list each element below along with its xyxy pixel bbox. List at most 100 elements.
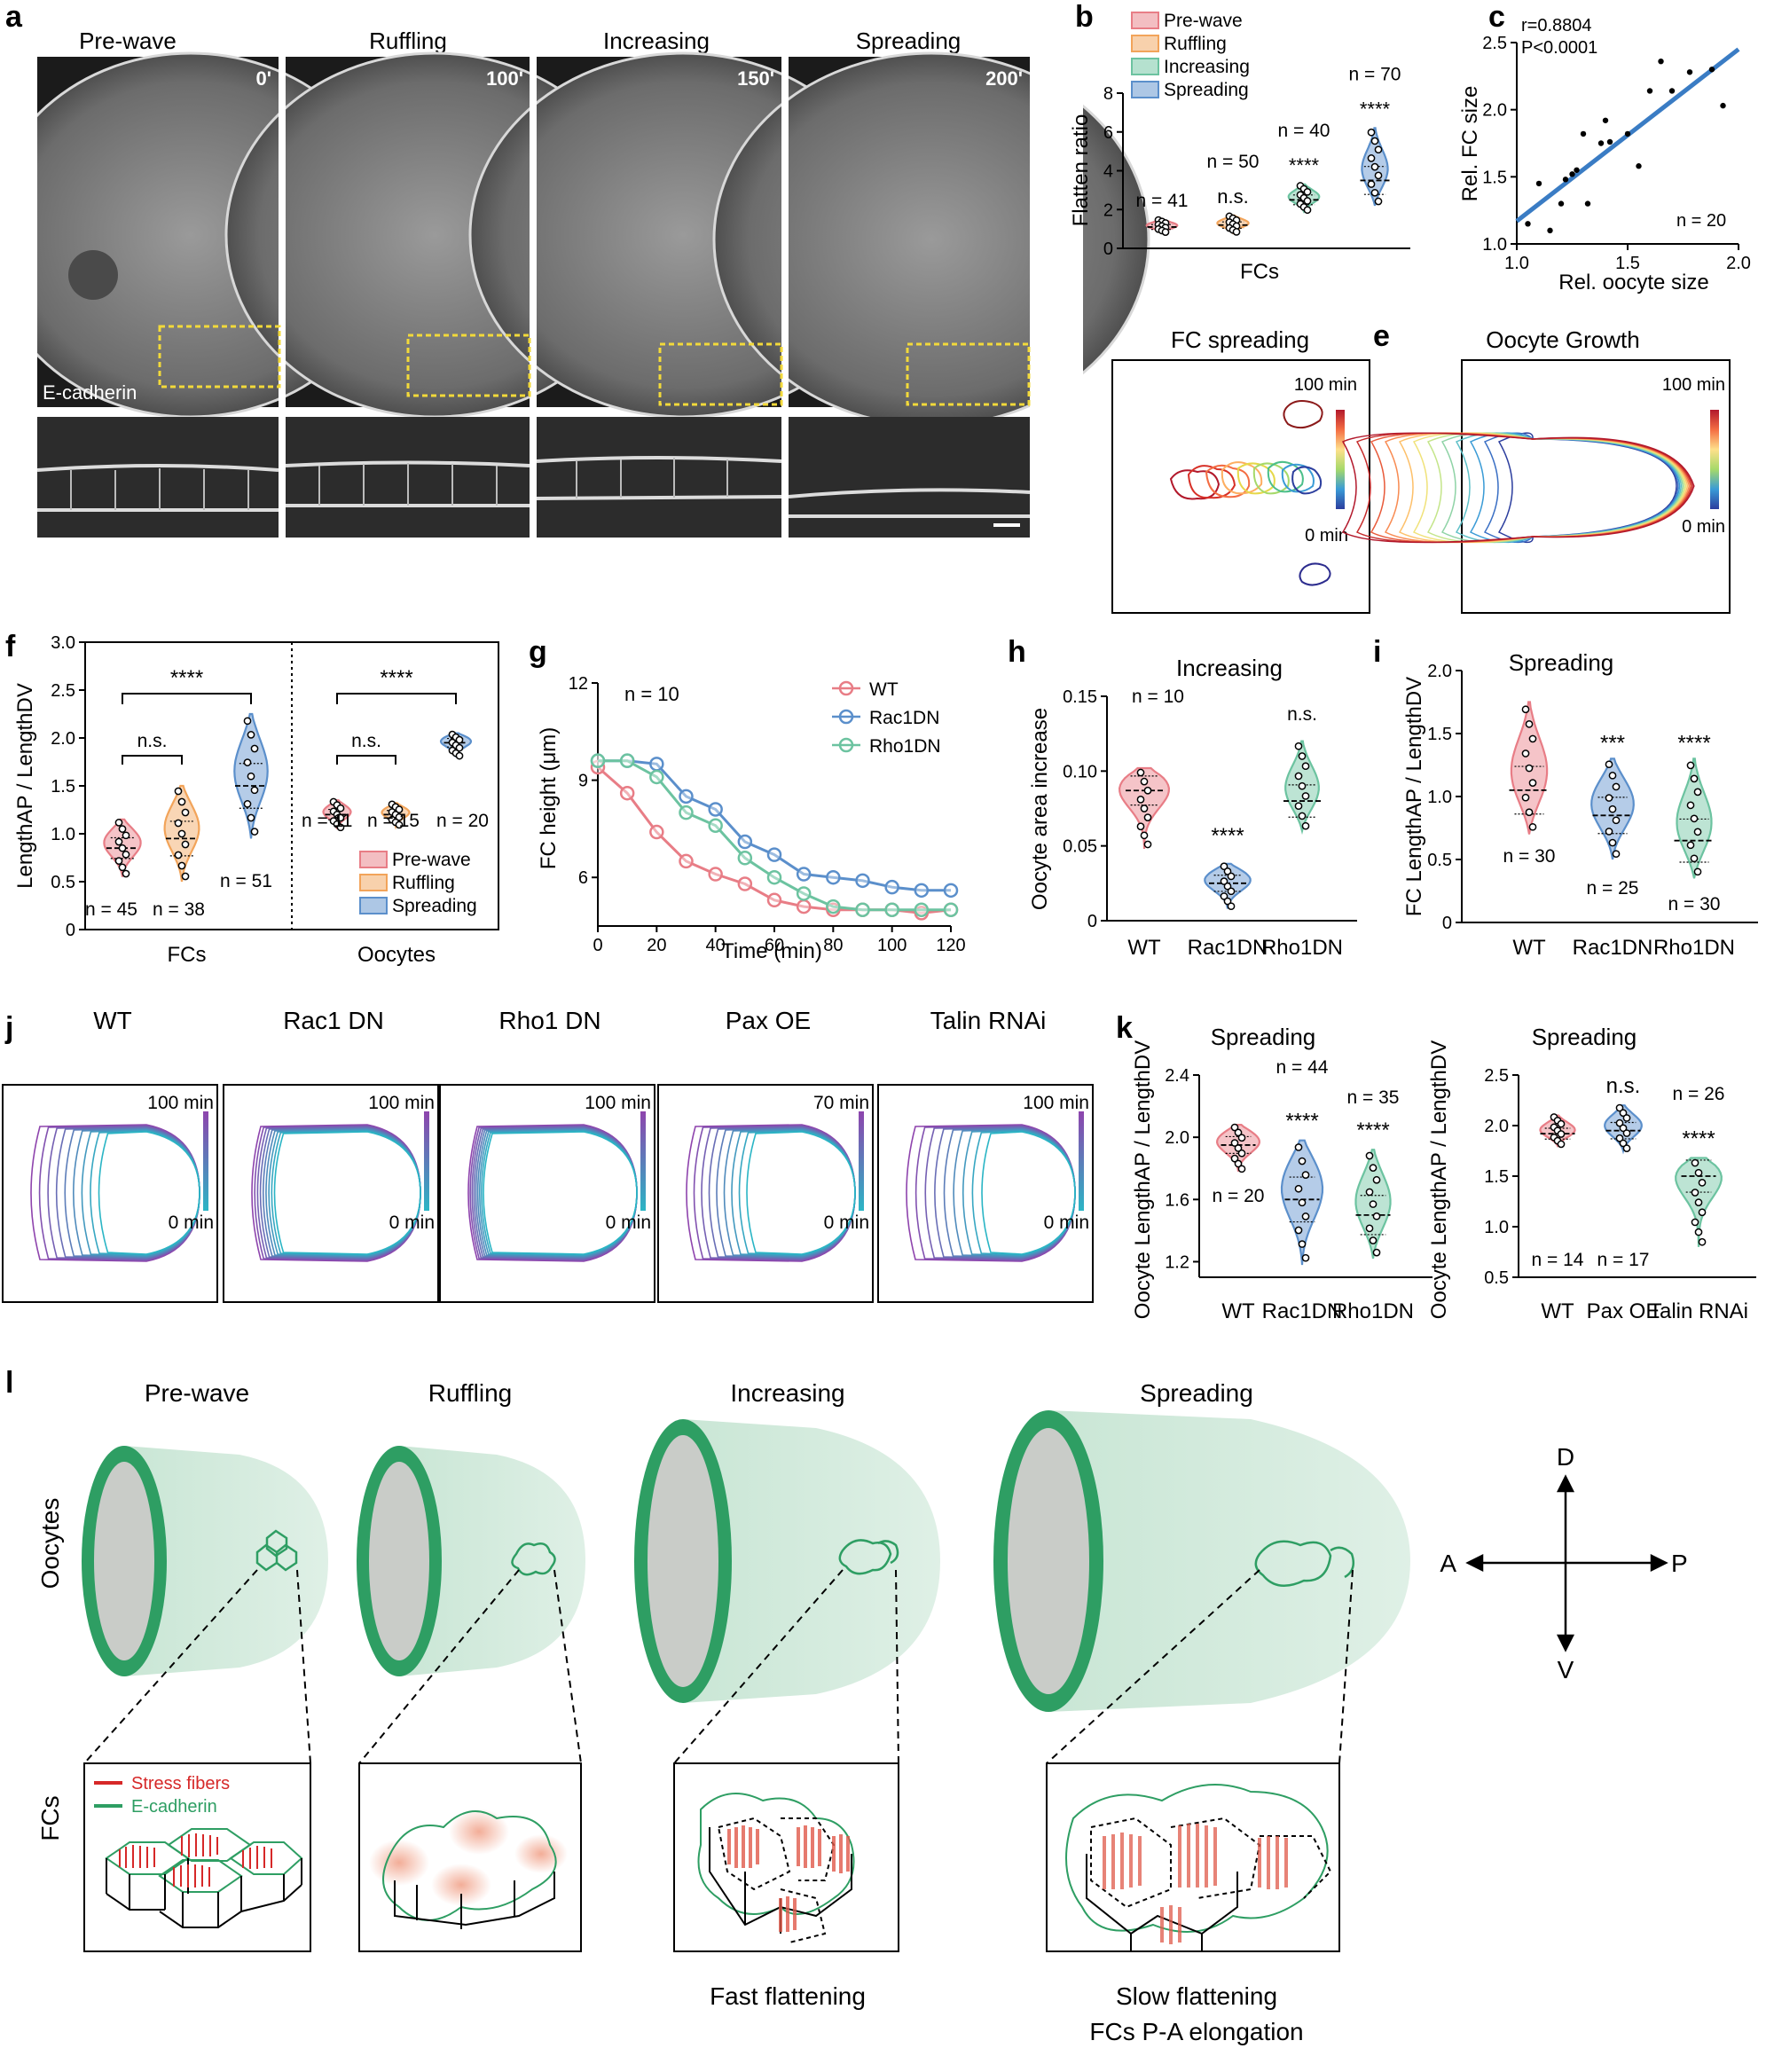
k2-n-label: n = 26	[1673, 1084, 1725, 1104]
b-violin-point	[1370, 137, 1379, 145]
b-violin-point	[1303, 197, 1312, 205]
k1-violin-point	[1301, 1213, 1310, 1220]
k1-violin-point	[1298, 1157, 1307, 1166]
b-xlabel: FCs	[1240, 260, 1279, 284]
b-n-label: n = 50	[1207, 152, 1260, 172]
i-violin-point	[1528, 779, 1537, 787]
k1-significance: ****	[1285, 1110, 1318, 1134]
oocyte-body-prewave	[124, 1446, 328, 1676]
g-ytick-label: 6	[578, 868, 588, 888]
k1-violin-point	[1294, 1226, 1303, 1235]
g-point	[855, 873, 870, 889]
f-bracket-ns	[122, 755, 183, 765]
k2-violin-point	[1698, 1237, 1707, 1246]
fc-box-prewave	[83, 1762, 311, 1952]
time-stamp-0: 0'	[256, 67, 271, 90]
f-n-label: n = 15	[367, 811, 420, 831]
b-legend-label: Spreading	[1164, 80, 1249, 100]
panel-e-cbar-bottom: 0 min	[1682, 517, 1725, 537]
g-point	[914, 902, 930, 917]
k1-ytick-label: 1.2	[1165, 1252, 1189, 1272]
f-n-label: n = 11	[302, 811, 352, 831]
f-ytick-label: 0.5	[51, 873, 75, 892]
k2-violin-point	[1622, 1144, 1631, 1153]
c-point	[1646, 88, 1653, 94]
i-violin-point	[1693, 828, 1702, 836]
caption-slow-flattening: Slow flattening	[1116, 1982, 1277, 2010]
h-xtick-label: Rac1DN	[1188, 936, 1268, 960]
h-violin-point	[1294, 802, 1303, 811]
b-violin-point	[1374, 197, 1383, 206]
k1-ylabel: Oocyte LengthAP / LengthDV	[1131, 1040, 1155, 1319]
chart-k1-oocyte-length: 1.2 1.6 2.0 2.4 WT n = 20 Rac1DN n = 44 **** Rho1…	[1131, 1024, 1433, 1323]
k1-n-label: n = 20	[1213, 1186, 1265, 1206]
g-point	[649, 757, 664, 772]
g-xtick-label: 80	[823, 936, 843, 955]
h-xtick-label: Rho1DN	[1261, 936, 1343, 960]
k2-ytick-label: 2.0	[1484, 1117, 1509, 1136]
i-ytick-label: 1.0	[1427, 788, 1452, 807]
c-ylabel: Rel. FC size	[1458, 86, 1482, 202]
schematic-stage-increasing: Increasing	[730, 1379, 844, 1407]
c-point	[1686, 69, 1693, 75]
f-ytick-label: 0	[66, 921, 75, 940]
k2-xtick-label: Talin RNAi	[1649, 1299, 1748, 1323]
panel-letter-a: a	[5, 0, 23, 34]
f-bracket-ns-label: n.s.	[137, 731, 168, 751]
g-legend-label: WT	[869, 679, 899, 700]
i-n-label: n = 25	[1587, 878, 1639, 899]
h-ytick-label: 0.05	[1063, 837, 1097, 857]
h-violin-point	[1136, 796, 1145, 804]
f-violin-point	[247, 731, 255, 739]
b-legend-label: Increasing	[1164, 57, 1250, 77]
panel-j-contours: WT 100 min 0 min Rac1 DN 100 min 0 min Rho1 DN…	[2, 1007, 1094, 1303]
g-xtick-label: 60	[765, 936, 784, 955]
g-point	[619, 785, 635, 801]
k2-ytick-label: 1.0	[1484, 1218, 1509, 1237]
f-violin-point	[118, 844, 127, 852]
c-point	[1547, 227, 1553, 234]
h-ytick-label: 0	[1087, 912, 1097, 931]
g-ytick-label: 12	[569, 674, 588, 694]
i-violin-point	[1521, 793, 1530, 802]
f-violin-point	[395, 812, 404, 821]
zoom-image-1	[37, 417, 279, 538]
h-violin-point	[1140, 804, 1149, 812]
f-violin-point	[177, 797, 186, 806]
f-violin-point	[243, 800, 252, 808]
b-ytick-label: 8	[1103, 84, 1113, 104]
k1-violin-point	[1365, 1151, 1374, 1160]
c-point	[1720, 102, 1726, 109]
i-significance: ***	[1600, 731, 1625, 755]
j-contour	[746, 1131, 856, 1255]
g-point	[796, 886, 812, 901]
f-violin-point	[181, 840, 190, 849]
f-ytick-label: 1.0	[51, 825, 75, 844]
time-stamp-150: 150'	[737, 67, 774, 90]
k2-xtick-label: WT	[1541, 1299, 1574, 1323]
k1-xtick-label: WT	[1221, 1299, 1255, 1323]
panel-letter-j: j	[4, 1011, 13, 1045]
g-point	[649, 769, 664, 785]
j-column-title: WT	[93, 1007, 132, 1034]
k2-violin-point	[1615, 1134, 1624, 1142]
f-violin-point	[243, 758, 252, 766]
j-column-title: Rho1 DN	[498, 1007, 600, 1034]
i-violin-point	[1690, 774, 1699, 783]
zoom-box-2	[406, 334, 531, 397]
g-point	[826, 899, 841, 914]
g-xtick-label: 20	[647, 936, 666, 955]
k1-violin-point	[1234, 1128, 1243, 1137]
i-violin-point	[1605, 760, 1613, 769]
b-ylabel: Flatten ratio	[1069, 114, 1093, 227]
k1-violin-point	[1234, 1144, 1243, 1152]
f-violin-point	[181, 808, 190, 817]
k1-violin-point	[1237, 1149, 1246, 1158]
c-ytick-label: 1.0	[1482, 235, 1507, 255]
h-n-label: n = 10	[1132, 687, 1184, 707]
c-point	[1584, 200, 1591, 207]
caption-fast-flattening: Fast flattening	[710, 1982, 866, 2010]
legend-stress-fibers: Stress fibers	[131, 1774, 230, 1793]
f-violin-point	[174, 819, 183, 828]
